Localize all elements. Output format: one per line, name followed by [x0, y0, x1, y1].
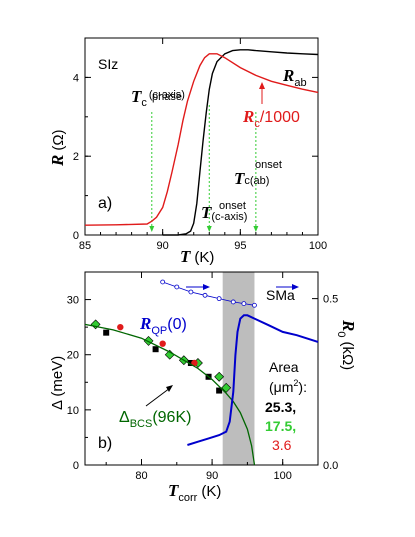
series-line---bcs-96k-	[84, 323, 256, 466]
area-value-3: 3.6	[272, 437, 292, 453]
panel-b-panel-label: b)	[98, 435, 112, 452]
panel-a-vlines	[149, 105, 259, 232]
tonset-c-sup: onset	[219, 200, 246, 212]
panel-b-ylabel: Δ (meV)	[49, 356, 66, 410]
tc-marker-arrowhead	[206, 226, 212, 232]
series-line-r-ab	[162, 49, 319, 236]
x-tick-label: 90	[157, 240, 169, 252]
x-tick-label: 100	[309, 240, 327, 252]
area-value-1: 25.3,	[265, 399, 296, 415]
rqp-point	[202, 292, 208, 298]
area-3-6-point	[117, 323, 124, 331]
y-tick-label: 2	[73, 151, 79, 163]
rqp-point	[216, 296, 222, 302]
y-tick-label: 20	[67, 350, 79, 362]
panel-b-xlabel: Tcorr (K)	[168, 481, 221, 504]
x-tick-label: 85	[79, 240, 91, 252]
area-25-3-point	[103, 329, 110, 336]
rqp-point	[188, 289, 194, 295]
rqp-point	[252, 302, 257, 308]
rqp-point	[230, 299, 236, 305]
rab-label: Rab	[282, 66, 307, 89]
panel-a-panel-label: a)	[98, 195, 112, 212]
tc-marker-arrowhead	[253, 226, 259, 232]
x-tick-label: 95	[234, 240, 246, 252]
rc-arrowhead	[259, 82, 265, 89]
delta-bcs-arrow	[145, 387, 171, 407]
y-tick-label: 10	[67, 405, 79, 417]
panel-b: 80 90 100 0 10 20 30 0.0 0.5 SMa b) RQP(0) ΔBCS(…	[49, 271, 358, 504]
panel-b-ticks: 80 90 100 0 10 20 30 0.0 0.5	[67, 271, 338, 482]
y-tick-label: 30	[67, 295, 79, 307]
series-line-r0	[187, 314, 319, 446]
panel-b-frame	[84, 271, 319, 466]
panel-a-ticks: 85 90 95 100 0 2 4	[73, 37, 327, 252]
series-line-r-c-1000	[84, 53, 319, 226]
x-tick-label: 100	[274, 470, 292, 482]
rqp-point	[160, 279, 166, 285]
panel-b-ylabel-right: R0(kΩ)	[335, 319, 358, 370]
tphase-sup: phase	[152, 91, 182, 103]
y-tick-label: 4	[73, 72, 79, 84]
tphase-label: Tc(c-axis)	[131, 87, 185, 109]
area-25-3-point	[187, 359, 194, 366]
panel-a-xlabel: T (K)	[180, 247, 214, 266]
panel-b-sample-label: SMa	[266, 287, 295, 303]
rc-label: Rc/1000	[242, 107, 300, 130]
tonset-ab-sup: onset	[255, 159, 282, 171]
y2-tick-label: 0.0	[323, 460, 338, 472]
y-tick-label: 0	[73, 230, 79, 242]
panel-b-series	[84, 279, 319, 466]
rqp-label: RQP(0)	[139, 314, 187, 337]
area-17-5-point	[221, 382, 232, 393]
rqp-arrowhead-a	[203, 284, 210, 290]
y2-tick-label: 0.5	[323, 294, 338, 306]
x-tick-label: 80	[135, 470, 147, 482]
delta-bcs-arrowhead	[166, 385, 173, 392]
tonset-c-label: T(c-axis)	[201, 203, 247, 223]
r0-arrowhead	[292, 284, 299, 290]
area-25-3-point	[152, 346, 159, 353]
rqp-point	[241, 301, 247, 307]
area-3-6-point	[191, 359, 198, 367]
y-tick-label: 0	[73, 460, 79, 472]
x-tick-label: 90	[206, 470, 218, 482]
area-3-6-point	[159, 340, 166, 347]
area-17-5-point	[214, 371, 225, 382]
tc-marker-arrowhead	[149, 226, 155, 232]
panel-a: 85 90 95 100 0 2 4 SIz a) Rab Rc/1000 phase Tc…	[48, 37, 327, 266]
area-title-2: (μm2):	[269, 378, 307, 395]
panel-a-frame	[84, 37, 319, 236]
delta-bcs-label: ΔBCS(96K)	[119, 409, 191, 430]
panel-a-ylabel: R(Ω)	[48, 129, 67, 167]
area-value-2: 17.5,	[265, 418, 296, 434]
panel-a-series	[84, 49, 319, 236]
rqp-point	[174, 284, 180, 290]
tonset-ab-label: Tc(ab)	[234, 169, 269, 188]
area-25-3-point	[216, 387, 223, 394]
area-title-1: Area	[269, 359, 299, 375]
panel-a-sample-label: SIz	[98, 56, 118, 72]
